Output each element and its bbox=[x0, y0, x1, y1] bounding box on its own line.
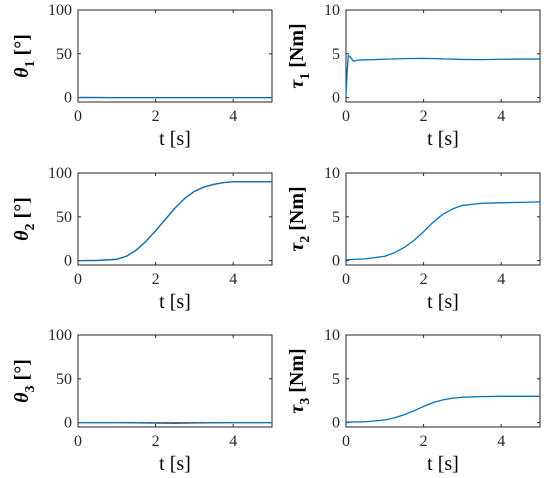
y-axis-unit: [°] bbox=[11, 197, 33, 223]
series-line-1 bbox=[345, 395, 540, 423]
y-tick-label: 0 bbox=[332, 253, 340, 270]
y-tick-label: 0 bbox=[332, 90, 340, 107]
y-tick-label: 100 bbox=[48, 2, 72, 19]
x-axis-label: t [s] bbox=[427, 453, 459, 475]
x-axis-label: t [s] bbox=[159, 291, 191, 313]
y-axis-symbol: θ bbox=[11, 67, 33, 78]
y-axis-symbol: τ bbox=[286, 404, 308, 414]
series-line-1 bbox=[345, 54, 540, 96]
x-tick-label: 0 bbox=[74, 108, 82, 125]
plot-box bbox=[77, 9, 273, 103]
x-tick-label: 2 bbox=[420, 108, 428, 125]
y-tick-label: 0 bbox=[332, 415, 340, 432]
y-tick-label: 0 bbox=[64, 90, 72, 107]
x-axis-label: t [s] bbox=[159, 128, 191, 150]
subplot-2: 0 2 4 0 5 10 t [s] τ1 [Nm] bbox=[286, 2, 541, 150]
y-tick-label: 5 bbox=[332, 209, 340, 226]
x-tick-label: 4 bbox=[497, 433, 505, 450]
series-line-1 bbox=[345, 201, 541, 261]
y-axis-unit: [°] bbox=[11, 34, 33, 60]
y-axis-unit: [Nm] bbox=[286, 23, 308, 72]
x-axis-label: t [s] bbox=[427, 128, 459, 150]
x-tick-label: 4 bbox=[229, 108, 237, 125]
y-tick-label: 0 bbox=[64, 253, 72, 270]
x-tick-label: 4 bbox=[497, 108, 505, 125]
y-axis-label: θ3 [°] bbox=[11, 359, 38, 403]
y-axis-label: θ1 [°] bbox=[11, 34, 38, 78]
y-tick-label: 50 bbox=[56, 46, 72, 63]
y-axis-label: τ3 [Nm] bbox=[286, 348, 313, 413]
x-tick-label: 4 bbox=[497, 271, 505, 288]
series-line-1 bbox=[78, 421, 272, 424]
x-tick-label: 0 bbox=[342, 108, 350, 125]
x-tick-label: 4 bbox=[229, 433, 237, 450]
plot-box bbox=[345, 334, 541, 428]
y-tick-label: 50 bbox=[56, 209, 72, 226]
x-tick-label: 0 bbox=[342, 271, 350, 288]
plot-box bbox=[77, 172, 273, 266]
subplot-6: 0 2 4 0 5 10 t [s] τ3 [Nm] bbox=[286, 327, 541, 475]
y-axis-subscript: 1 bbox=[298, 73, 313, 80]
x-tick-label: 2 bbox=[420, 271, 428, 288]
y-axis-label: τ2 [Nm] bbox=[286, 186, 313, 251]
y-axis-label: τ1 [Nm] bbox=[286, 23, 313, 88]
plot-box bbox=[77, 334, 273, 428]
plot-box bbox=[345, 172, 541, 266]
x-tick-label: 0 bbox=[74, 271, 82, 288]
y-axis-symbol: τ bbox=[286, 242, 308, 252]
y-axis-symbol: θ bbox=[11, 392, 33, 403]
y-tick-label: 10 bbox=[324, 327, 340, 344]
x-tick-label: 4 bbox=[229, 271, 237, 288]
y-tick-label: 5 bbox=[332, 46, 340, 63]
subplot-1: 0 2 4 0 50 100 t [s] θ1 [°] bbox=[11, 2, 273, 150]
y-tick-label: 0 bbox=[64, 415, 72, 432]
y-axis-symbol: τ bbox=[286, 79, 308, 89]
plot-box bbox=[345, 9, 541, 103]
y-axis-subscript: 3 bbox=[23, 385, 38, 392]
x-tick-label: 0 bbox=[74, 433, 82, 450]
y-axis-subscript: 3 bbox=[298, 398, 313, 405]
y-tick-label: 10 bbox=[324, 165, 340, 182]
y-tick-label: 100 bbox=[48, 165, 72, 182]
x-tick-label: 2 bbox=[152, 433, 160, 450]
y-axis-unit: [Nm] bbox=[286, 348, 308, 397]
y-tick-label: 50 bbox=[56, 371, 72, 388]
x-axis-label: t [s] bbox=[427, 291, 459, 313]
x-axis-label: t [s] bbox=[159, 453, 191, 475]
y-tick-label: 100 bbox=[48, 327, 72, 344]
y-axis-subscript: 2 bbox=[298, 236, 313, 243]
x-tick-label: 2 bbox=[152, 108, 160, 125]
y-tick-label: 5 bbox=[332, 371, 340, 388]
y-axis-subscript: 1 bbox=[23, 60, 38, 67]
series-line-2 bbox=[77, 181, 272, 262]
y-tick-label: 10 bbox=[324, 2, 340, 19]
y-axis-unit: [Nm] bbox=[286, 186, 308, 235]
subplot-5: 0 2 4 0 50 100 t [s] θ3 [°] bbox=[11, 327, 273, 475]
y-axis-symbol: θ bbox=[11, 230, 33, 241]
x-tick-label: 2 bbox=[152, 271, 160, 288]
y-axis-subscript: 2 bbox=[23, 223, 38, 230]
y-axis-unit: [°] bbox=[11, 359, 33, 385]
y-axis-label: θ2 [°] bbox=[11, 197, 38, 241]
x-tick-label: 2 bbox=[420, 433, 428, 450]
x-tick-label: 0 bbox=[342, 433, 350, 450]
series-line-1 bbox=[77, 181, 272, 262]
